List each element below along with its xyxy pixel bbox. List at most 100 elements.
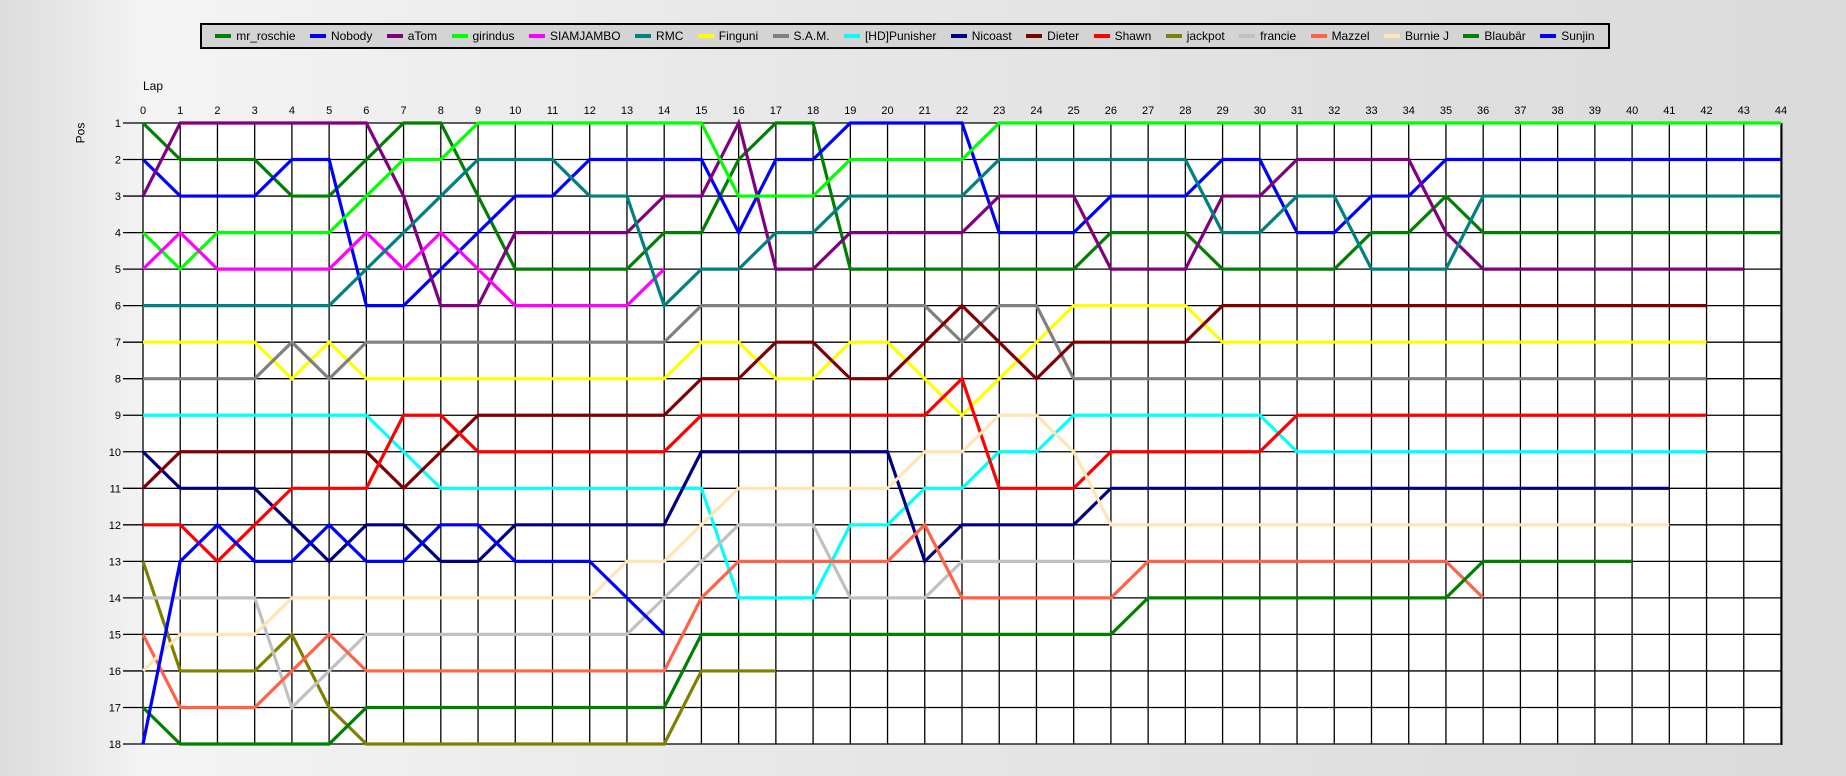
legend-item: Finguni xyxy=(697,29,759,43)
x-tick-label: 11 xyxy=(547,105,558,117)
legend-label: Dieter xyxy=(1047,29,1080,43)
y-tick-label: 13 xyxy=(109,556,121,568)
x-tick-label: 2 xyxy=(214,105,220,117)
x-tick-label: 6 xyxy=(363,105,369,117)
legend-swatch xyxy=(1540,34,1557,38)
y-tick-label: 2 xyxy=(115,155,121,167)
legend-label: Finguni xyxy=(718,29,759,43)
series-line-blaub-r xyxy=(141,559,1633,746)
x-tick-label: 16 xyxy=(733,105,745,117)
legend-swatch xyxy=(451,34,468,38)
series-line-atom xyxy=(141,118,1744,308)
legend-label: Shawn xyxy=(1114,29,1152,43)
x-tick-label: 21 xyxy=(919,105,931,117)
legend-label: aTom xyxy=(407,29,438,43)
series-line-nobody xyxy=(141,121,1781,308)
x-tick-label: 12 xyxy=(584,105,596,117)
legend-label: SIAMJAMBO xyxy=(549,29,621,43)
legend-item: Sunjin xyxy=(1540,29,1595,43)
x-tick-label: 20 xyxy=(881,105,893,117)
series-line-mr-roschie xyxy=(141,121,1781,271)
y-tick-label: 12 xyxy=(109,520,121,532)
legend-label: Burnie J xyxy=(1404,29,1450,43)
legend-swatch xyxy=(1165,34,1182,38)
legend-label: mr_roschie xyxy=(236,29,296,43)
x-tick-label: 42 xyxy=(1700,105,1712,117)
x-tick-label: 0 xyxy=(140,105,146,117)
series-line-finguni xyxy=(143,304,1707,418)
y-tick-label: 4 xyxy=(115,228,121,240)
legend-label: Blaubär xyxy=(1484,29,1526,43)
series-line-burnie-j xyxy=(141,413,1670,673)
legend-swatch xyxy=(635,34,652,38)
legend-item: S.A.M. xyxy=(772,29,830,43)
x-tick-label: 27 xyxy=(1142,105,1154,117)
legend-label: RMC xyxy=(656,29,684,43)
x-tick-label: 13 xyxy=(621,105,633,117)
legend-label: jackpot xyxy=(1186,29,1225,43)
legend: mr_roschie Nobody aTom girindus SIAMJAMBO RMC… xyxy=(200,23,1610,49)
legend-swatch xyxy=(1383,34,1400,38)
y-tick-label: 1 xyxy=(115,118,121,130)
series-line-hd-punisher xyxy=(143,413,1707,600)
legend-item: aTom xyxy=(386,29,438,43)
y-tick-label: 17 xyxy=(109,702,121,714)
legend-label: girindus xyxy=(472,29,515,43)
x-tick-label: 33 xyxy=(1365,105,1377,117)
legend-swatch xyxy=(309,34,326,38)
legend-item: Dieter xyxy=(1026,29,1079,43)
x-tick-label: 17 xyxy=(770,105,782,117)
legend-swatch xyxy=(950,34,967,38)
legend-swatch xyxy=(386,34,403,38)
series-line-jackpot xyxy=(141,560,776,746)
legend-item: Blaubär xyxy=(1463,29,1526,43)
plot-border xyxy=(1781,123,1783,745)
x-tick-label: 9 xyxy=(475,105,481,117)
x-tick-label: 37 xyxy=(1514,105,1526,117)
legend-item: mr_roschie xyxy=(215,29,296,43)
x-tick-label: 31 xyxy=(1291,105,1303,117)
series-line-sunjin xyxy=(141,522,666,745)
y-tick-label: 9 xyxy=(115,410,121,422)
x-tick-label: 4 xyxy=(289,105,295,117)
y-tick-label: 16 xyxy=(109,666,121,678)
legend-swatch xyxy=(1310,34,1327,38)
legend-swatch xyxy=(772,34,789,38)
x-tick-label: 29 xyxy=(1216,105,1228,117)
legend-item: Burnie J xyxy=(1383,29,1450,43)
x-tick-label: 3 xyxy=(252,105,258,117)
x-tick-label: 32 xyxy=(1328,105,1340,117)
x-tick-label: 39 xyxy=(1589,105,1601,117)
series-line-mazzel xyxy=(141,522,1485,710)
legend-label: Mazzel xyxy=(1331,29,1370,43)
x-tick-label: 41 xyxy=(1663,105,1675,117)
series-line-dieter xyxy=(141,303,1707,491)
legend-label: francie xyxy=(1260,29,1297,43)
y-tick-label: 8 xyxy=(115,374,121,386)
series-line-rmc xyxy=(143,157,1781,309)
legend-swatch xyxy=(528,34,545,38)
x-tick-label: 26 xyxy=(1105,105,1117,117)
series-line-shawn xyxy=(143,375,1707,564)
y-tick-label: 11 xyxy=(110,483,121,495)
x-tick-label: 25 xyxy=(1068,105,1080,117)
y-tick-label: 7 xyxy=(115,337,121,349)
legend-item: girindus xyxy=(451,29,515,43)
series-line-siamjambo xyxy=(141,230,666,308)
x-tick-label: 19 xyxy=(844,105,856,117)
legend-swatch xyxy=(1463,34,1480,38)
legend-item: Shawn xyxy=(1093,29,1152,43)
x-tick-label: 7 xyxy=(401,105,407,117)
series-line-girindus xyxy=(141,121,1781,272)
x-tick-label: 28 xyxy=(1179,105,1191,117)
legend-item: [HD]Punisher xyxy=(843,29,936,43)
x-axis-title: Lap xyxy=(143,79,164,93)
legend-swatch xyxy=(697,34,714,38)
series-line-nicoast xyxy=(141,450,1670,565)
legend-label: S.A.M. xyxy=(793,29,830,43)
legend-item: Mazzel xyxy=(1310,29,1370,43)
legend-item: jackpot xyxy=(1165,29,1225,43)
legend-label: Nobody xyxy=(330,29,373,43)
legend-item: SIAMJAMBO xyxy=(528,29,621,43)
